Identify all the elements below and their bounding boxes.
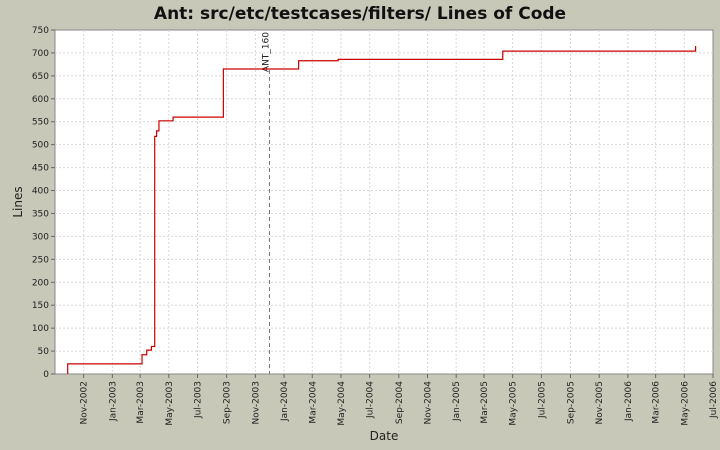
plot-area [54,29,714,375]
x-tick-label: Jul-2003 [194,381,204,419]
y-axis-label: Lines [11,186,25,217]
y-tick-label: 400 [32,187,49,197]
x-tick-label: Nov-2003 [251,381,261,424]
y-axis: 0 50 100 150 200 250 300 350 400 450 500 550 600 650 7… [32,26,55,380]
x-tick-label: Mar-2006 [652,381,662,424]
x-tick-label: Nov-2004 [424,381,434,425]
x-axis: Nov-2002 Jan-2003 Mar-2003 May-2003 Jul-2003… [80,374,719,426]
x-tick-label: Jul-2006 [709,381,719,419]
y-tick-label: 650 [32,72,49,82]
y-tick-label: 200 [32,278,49,288]
x-tick-label: Sep-2004 [395,381,405,424]
x-tick-label: Mar-2005 [480,381,490,424]
x-tick-label: Jan-2005 [452,381,462,422]
y-tick-label: 100 [32,324,49,334]
x-tick-label: Jul-2004 [366,381,376,419]
x-tick-label: May-2006 [680,381,690,426]
y-tick-label: 700 [32,49,49,59]
x-tick-label: Sep-2003 [223,381,233,424]
x-tick-label: Nov-2002 [80,381,90,424]
x-tick-label: Jan-2003 [108,381,118,422]
x-tick-label: May-2003 [165,381,175,426]
y-tick-label: 50 [38,347,50,357]
y-tick-label: 150 [32,301,49,311]
y-tick-label: 600 [32,95,49,105]
x-tick-label: Jul-2005 [537,381,547,419]
markers: ANT_160 [261,32,271,374]
y-tick-label: 300 [32,232,49,242]
x-tick-label: Mar-2003 [136,381,146,424]
y-tick-label: 350 [32,209,49,219]
x-tick-label: May-2005 [509,381,519,426]
marker-label: ANT_160 [261,32,271,72]
x-tick-label: Jan-2006 [624,381,634,422]
x-tick-label: May-2004 [337,381,347,426]
x-tick-label: Sep-2005 [566,381,576,424]
x-tick-label: Nov-2005 [595,381,605,424]
series [67,46,697,374]
y-tick-label: 450 [32,164,49,174]
series-line [67,46,697,374]
y-tick-label: 250 [32,255,49,265]
x-tick-label: Jan-2004 [280,381,290,422]
x-tick-label: Mar-2004 [308,381,318,424]
y-tick-label: 750 [32,26,49,36]
x-axis-label: Date [370,429,399,443]
y-tick-label: 0 [43,370,49,380]
y-tick-label: 500 [32,141,49,151]
chart-title: Ant: src/etc/testcases/filters/ Lines of… [154,4,566,24]
y-tick-label: 550 [32,118,49,128]
grid [55,30,713,374]
